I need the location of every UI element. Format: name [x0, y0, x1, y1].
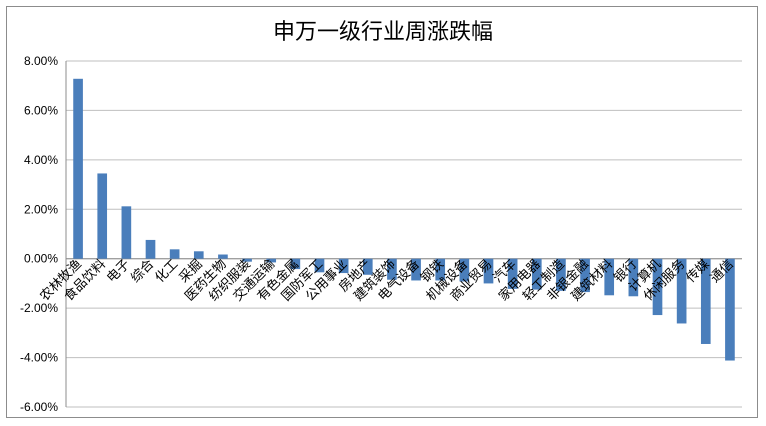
bar	[628, 258, 639, 297]
bar	[604, 258, 615, 296]
bar	[483, 258, 494, 284]
y-tick-label: -6.00%	[20, 400, 58, 414]
chart-title: 申万一级行业周涨跌幅	[272, 20, 493, 45]
y-tick-label: -2.00%	[20, 301, 58, 315]
category-labels: 农林牧渔食品饮料电子综合化工采掘医药生物纺织服装交通运输有色金属国防军工公用事业…	[38, 256, 737, 304]
bar	[459, 258, 470, 282]
bar	[531, 258, 542, 290]
category-label: 电子	[104, 257, 133, 286]
bar	[507, 258, 518, 289]
bar	[290, 258, 301, 270]
category-label: 综合	[128, 257, 157, 286]
bar	[435, 258, 446, 281]
bar	[387, 258, 397, 280]
bar	[652, 258, 663, 316]
bar	[266, 258, 277, 263]
bar	[362, 258, 373, 275]
bar	[580, 258, 590, 293]
y-tick-label: -4.00%	[20, 351, 58, 365]
bar	[338, 258, 349, 274]
bar	[725, 258, 735, 361]
bar	[97, 173, 108, 259]
y-tick-label: 2.00%	[24, 202, 58, 216]
chart-frame	[6, 6, 758, 418]
bar	[676, 258, 687, 324]
gridlines	[66, 60, 742, 408]
category-label: 化工	[152, 257, 181, 286]
bar	[169, 249, 180, 259]
y-axis: 8.00% 6.00% 4.00% 2.00% 0.00% -2.00% -4.00% -6.…	[20, 54, 67, 414]
y-tick-label: 0.00%	[24, 252, 58, 266]
bar	[411, 258, 421, 281]
y-tick-label: 8.00%	[24, 54, 58, 68]
bar	[145, 239, 156, 259]
bar	[121, 206, 132, 259]
bar	[73, 78, 83, 259]
y-tick-label: 6.00%	[24, 103, 58, 117]
bar	[193, 251, 204, 259]
bar	[700, 258, 711, 344]
y-tick-label: 4.00%	[24, 153, 58, 167]
bars	[73, 78, 735, 361]
bar	[314, 258, 325, 273]
bar	[556, 258, 566, 291]
bar	[218, 254, 228, 259]
bar	[242, 258, 252, 262]
